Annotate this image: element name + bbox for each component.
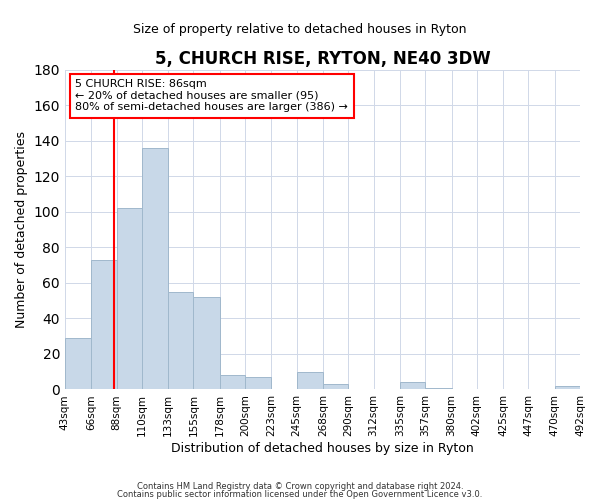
Bar xyxy=(91,260,116,390)
Bar xyxy=(425,388,452,390)
Bar xyxy=(142,148,168,390)
Bar xyxy=(296,372,323,390)
Bar xyxy=(400,382,425,390)
Bar xyxy=(116,208,142,390)
Title: 5, CHURCH RISE, RYTON, NE40 3DW: 5, CHURCH RISE, RYTON, NE40 3DW xyxy=(155,50,490,68)
Text: Size of property relative to detached houses in Ryton: Size of property relative to detached ho… xyxy=(133,22,467,36)
Bar xyxy=(555,386,580,390)
Bar xyxy=(193,297,220,390)
Bar xyxy=(220,375,245,390)
Bar xyxy=(168,292,193,390)
Bar xyxy=(323,384,348,390)
Text: Contains HM Land Registry data © Crown copyright and database right 2024.: Contains HM Land Registry data © Crown c… xyxy=(137,482,463,491)
Bar xyxy=(65,338,91,390)
Text: Contains public sector information licensed under the Open Government Licence v3: Contains public sector information licen… xyxy=(118,490,482,499)
Y-axis label: Number of detached properties: Number of detached properties xyxy=(15,131,28,328)
X-axis label: Distribution of detached houses by size in Ryton: Distribution of detached houses by size … xyxy=(171,442,474,455)
Text: 5 CHURCH RISE: 86sqm
← 20% of detached houses are smaller (95)
80% of semi-detac: 5 CHURCH RISE: 86sqm ← 20% of detached h… xyxy=(75,79,348,112)
Bar xyxy=(245,377,271,390)
